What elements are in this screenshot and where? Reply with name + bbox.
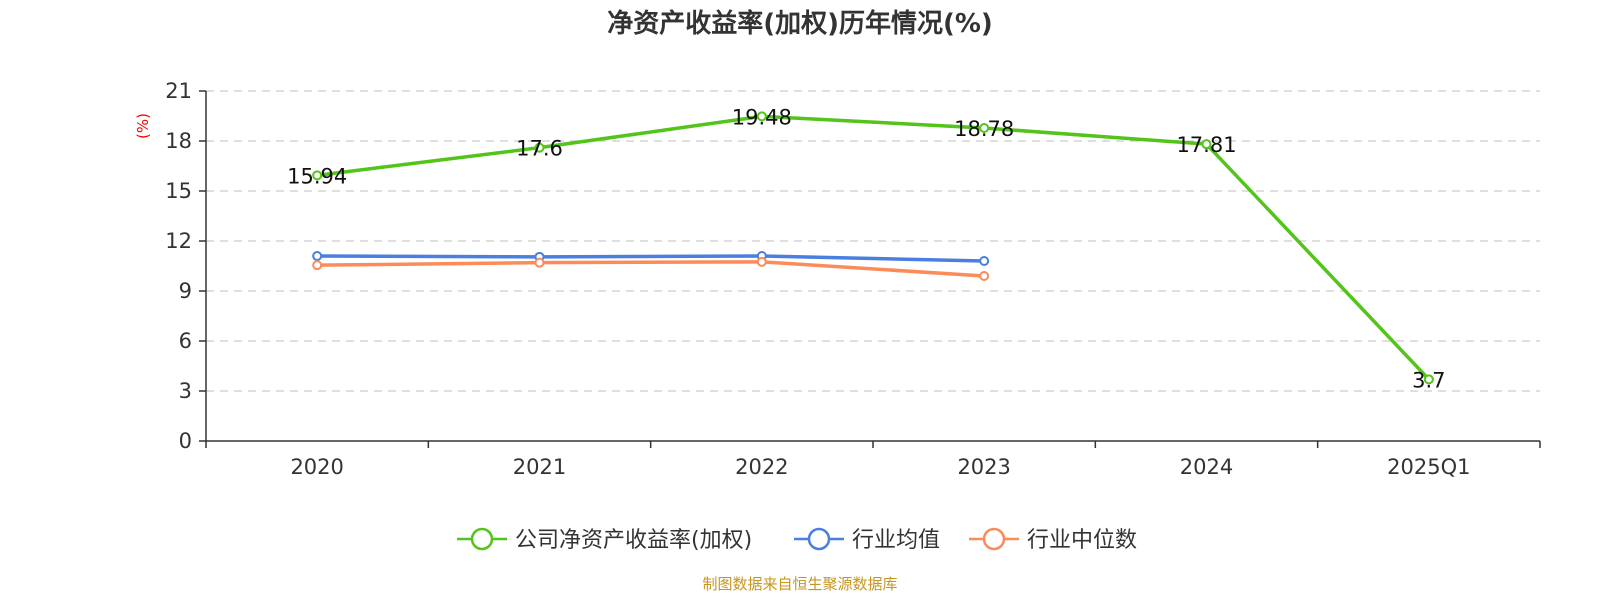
chart-title: 净资产收益率(加权)历年情况(%) — [607, 8, 993, 39]
series-lines — [312, 111, 1434, 385]
data-label: 18.78 — [954, 117, 1014, 141]
data-point[interactable] — [312, 260, 323, 271]
data-point[interactable] — [534, 257, 545, 268]
y-tick-label: 3 — [179, 379, 192, 403]
data-label: 17.6 — [516, 137, 563, 161]
data-label: 15.94 — [287, 164, 347, 188]
y-axis-unit-label: (%) — [134, 113, 152, 139]
data-point[interactable] — [979, 256, 990, 266]
data-point[interactable] — [312, 251, 323, 261]
axes: 0 3 6 9 12 15 18 21 2020 2021 2022 2023 2024 2025Q1 — [165, 79, 1541, 479]
y-tick-label: 9 — [179, 279, 192, 303]
series-line-2 — [317, 260, 985, 278]
y-tick-label: 6 — [179, 329, 192, 353]
grid-lines — [206, 90, 1540, 392]
data-label: 3.7 — [1412, 368, 1445, 392]
legend-swatch-marker[interactable] — [982, 527, 1006, 551]
y-tick-label: 12 — [165, 229, 192, 253]
legend[interactable]: 公司净资产收益率(加权) 行业均值 行业中位数 — [457, 527, 1137, 553]
data-labels: 15.94 17.6 19.48 18.78 17.81 3.7 — [287, 105, 1445, 392]
data-point[interactable] — [756, 111, 767, 122]
data-point[interactable] — [312, 170, 323, 181]
y-tick-label: 21 — [165, 79, 192, 103]
y-tick-label: 18 — [165, 129, 192, 153]
x-tick-label: 2020 — [290, 455, 343, 479]
data-label: 17.81 — [1176, 133, 1236, 157]
legend-label[interactable]: 行业均值 — [852, 528, 940, 553]
legend-swatch-marker[interactable] — [807, 527, 831, 551]
x-tick-label: 2023 — [957, 455, 1010, 479]
x-tick-label: 2025Q1 — [1387, 455, 1470, 479]
x-tick-label: 2021 — [513, 455, 566, 479]
data-point[interactable] — [756, 256, 767, 267]
data-point[interactable] — [1423, 374, 1434, 385]
data-point[interactable] — [979, 271, 990, 281]
data-point[interactable] — [1201, 139, 1212, 150]
y-tick-label: 0 — [179, 429, 192, 453]
data-label: 19.48 — [732, 105, 792, 129]
data-point[interactable] — [979, 123, 990, 133]
legend-label[interactable]: 公司净资产收益率(加权) — [515, 528, 752, 553]
legend-swatch-marker[interactable] — [470, 527, 494, 551]
source-note: 制图数据来自恒生聚源数据库 — [702, 575, 897, 593]
y-tick-label: 15 — [165, 179, 192, 203]
x-tick-label: 2024 — [1180, 455, 1233, 479]
series-line-1 — [317, 254, 985, 263]
series-line-0 — [316, 114, 1431, 381]
x-tick-label: 2022 — [735, 455, 788, 479]
data-point[interactable] — [534, 142, 545, 153]
legend-label[interactable]: 行业中位数 — [1027, 528, 1137, 553]
